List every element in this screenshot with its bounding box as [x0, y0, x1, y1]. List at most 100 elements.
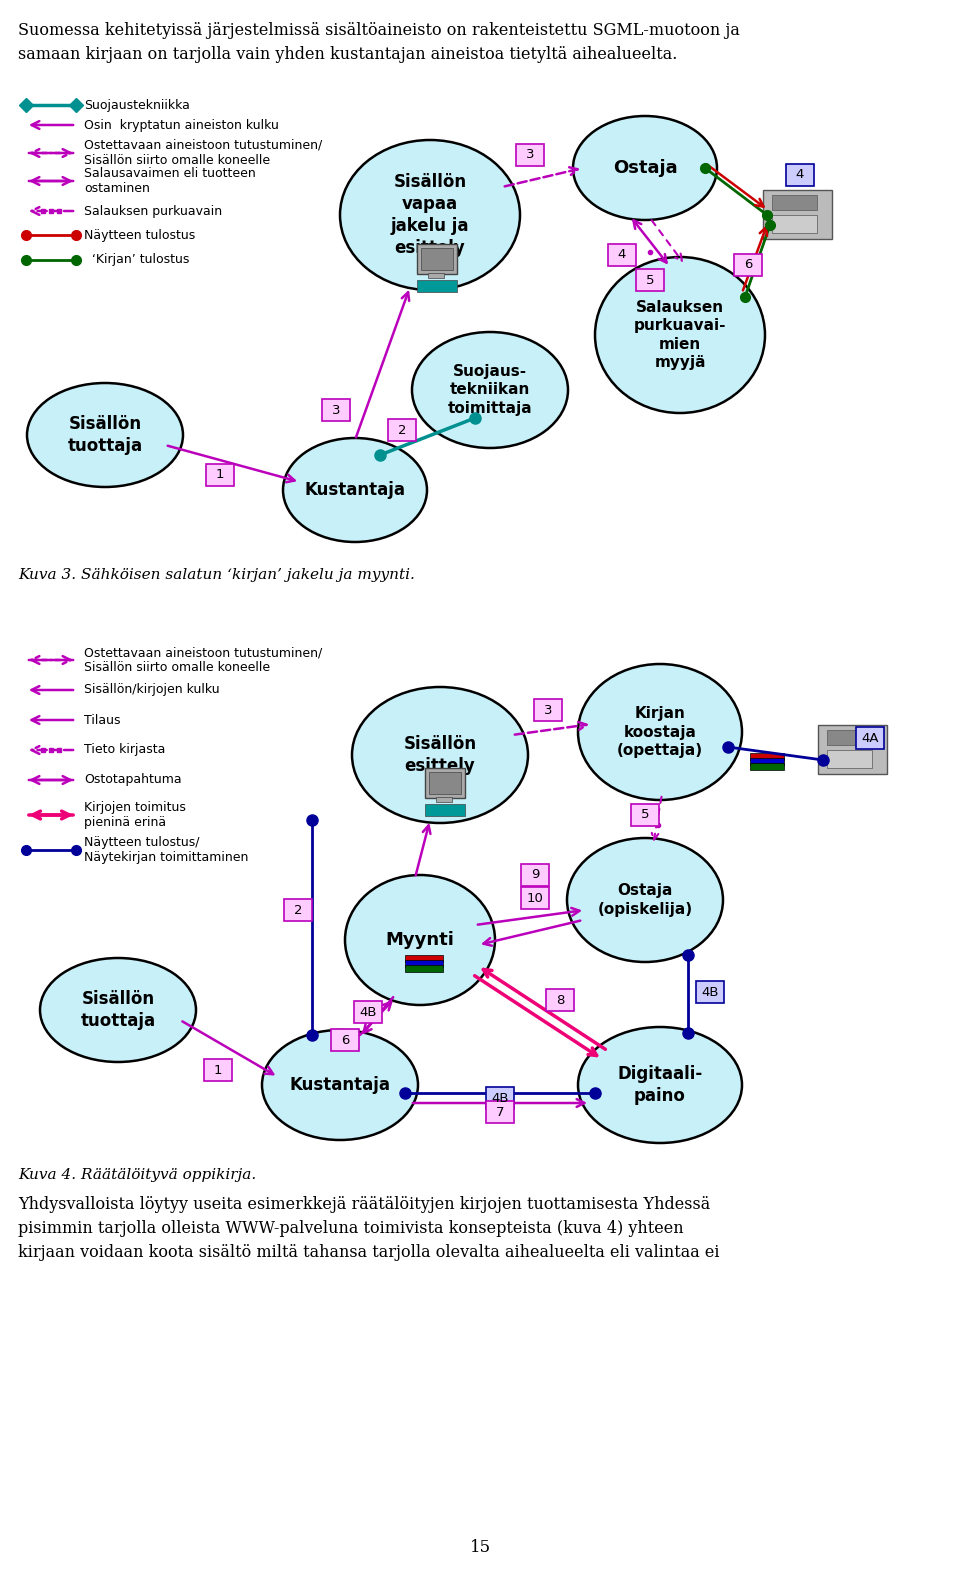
Text: Suomessa kehitetyissä järjestelmissä sisältöaineisto on rakenteistettu SGML-muot: Suomessa kehitetyissä järjestelmissä sis…: [18, 22, 740, 39]
FancyBboxPatch shape: [750, 753, 784, 759]
Text: Kustantaja: Kustantaja: [290, 1075, 391, 1094]
FancyBboxPatch shape: [405, 956, 443, 962]
Ellipse shape: [573, 116, 717, 220]
FancyBboxPatch shape: [534, 700, 562, 722]
Text: 7: 7: [495, 1105, 504, 1119]
FancyBboxPatch shape: [405, 965, 443, 971]
Text: Digitaali-
paino: Digitaali- paino: [617, 1064, 703, 1105]
FancyBboxPatch shape: [546, 989, 574, 1011]
FancyBboxPatch shape: [827, 729, 872, 745]
FancyBboxPatch shape: [486, 1086, 514, 1108]
Text: pisimmin tarjolla olleista WWW-palveluna toimivista konsepteista (kuva 4) yhteen: pisimmin tarjolla olleista WWW-palveluna…: [18, 1220, 684, 1237]
Text: 5: 5: [646, 274, 655, 286]
FancyBboxPatch shape: [827, 750, 872, 769]
Text: ‘Kirjan’ tulostus: ‘Kirjan’ tulostus: [84, 253, 189, 267]
Text: 1: 1: [214, 1064, 223, 1077]
Text: Yhdysvalloista löytyy useita esimerkkejä räätälöityjen kirjojen tuottamisesta Yh: Yhdysvalloista löytyy useita esimerkkejä…: [18, 1196, 710, 1214]
Text: Ostaja
(opiskelija): Ostaja (opiskelija): [597, 883, 692, 916]
FancyBboxPatch shape: [421, 248, 453, 270]
Text: Salausavaimen eli tuotteen
ostaminen: Salausavaimen eli tuotteen ostaminen: [84, 167, 255, 195]
Text: 4: 4: [796, 168, 804, 181]
FancyBboxPatch shape: [354, 1001, 382, 1023]
Ellipse shape: [40, 957, 196, 1063]
FancyBboxPatch shape: [417, 280, 457, 292]
Ellipse shape: [578, 1027, 742, 1143]
Text: 5: 5: [640, 808, 649, 822]
Ellipse shape: [340, 140, 520, 289]
Text: Ostettavaan aineistoon tutustuminen/
Sisällön siirto omalle koneelle: Ostettavaan aineistoon tutustuminen/ Sis…: [84, 646, 323, 674]
Text: 3: 3: [332, 404, 340, 417]
FancyBboxPatch shape: [429, 772, 461, 794]
FancyBboxPatch shape: [734, 255, 762, 277]
FancyBboxPatch shape: [636, 269, 664, 291]
Ellipse shape: [27, 384, 183, 487]
FancyBboxPatch shape: [856, 726, 884, 748]
Text: 15: 15: [469, 1539, 491, 1556]
Text: kirjaan voidaan koota sisältö miltä tahansa tarjolla olevalta aihealueelta eli v: kirjaan voidaan koota sisältö miltä taha…: [18, 1243, 719, 1261]
Text: Suojaus-
tekniikan
toimittaja: Suojaus- tekniikan toimittaja: [447, 363, 532, 417]
Text: Sisällön
tuottaja: Sisällön tuottaja: [67, 415, 143, 456]
Text: Sisällön
esittely: Sisällön esittely: [403, 734, 476, 775]
Ellipse shape: [567, 838, 723, 962]
Text: Salauksen purkuavain: Salauksen purkuavain: [84, 204, 222, 217]
Text: Ostettavaan aineistoon tutustuminen/
Sisällön siirto omalle koneelle: Ostettavaan aineistoon tutustuminen/ Sis…: [84, 138, 323, 167]
Text: Näytteen tulostus: Näytteen tulostus: [84, 228, 195, 242]
Text: 1: 1: [216, 468, 225, 481]
FancyBboxPatch shape: [786, 163, 814, 185]
Text: Kustantaja: Kustantaja: [304, 481, 405, 498]
Text: 3: 3: [526, 148, 535, 162]
FancyBboxPatch shape: [763, 190, 832, 239]
Text: Ostotapahtuma: Ostotapahtuma: [84, 773, 181, 786]
FancyBboxPatch shape: [486, 1100, 514, 1122]
Text: Kirjojen toimitus
pieninä erinä: Kirjojen toimitus pieninä erinä: [84, 802, 186, 828]
Text: 6: 6: [744, 258, 753, 272]
Text: Osin  kryptatun aineiston kulku: Osin kryptatun aineiston kulku: [84, 118, 278, 132]
Text: Salauksen
purkuavai-
mien
myyjä: Salauksen purkuavai- mien myyjä: [634, 300, 727, 371]
Text: Tieto kirjasta: Tieto kirjasta: [84, 744, 165, 756]
FancyBboxPatch shape: [608, 244, 636, 266]
Text: 8: 8: [556, 994, 564, 1006]
Text: 4: 4: [618, 248, 626, 261]
Text: Ostaja: Ostaja: [612, 159, 678, 178]
FancyBboxPatch shape: [322, 399, 350, 421]
Text: 2: 2: [294, 904, 302, 916]
FancyBboxPatch shape: [417, 244, 457, 274]
Text: Sisällön
vapaa
jakelu ja
esittely: Sisällön vapaa jakelu ja esittely: [391, 173, 469, 258]
Ellipse shape: [262, 1030, 418, 1140]
FancyBboxPatch shape: [750, 762, 784, 770]
Ellipse shape: [352, 687, 528, 824]
FancyBboxPatch shape: [521, 865, 549, 887]
FancyBboxPatch shape: [284, 899, 312, 921]
FancyBboxPatch shape: [818, 725, 887, 773]
FancyBboxPatch shape: [204, 1060, 232, 1082]
Text: Tilaus: Tilaus: [84, 714, 121, 726]
Ellipse shape: [578, 663, 742, 800]
Ellipse shape: [283, 439, 427, 542]
Text: 4A: 4A: [861, 731, 878, 745]
FancyBboxPatch shape: [631, 803, 659, 825]
Text: Myynti: Myynti: [386, 931, 454, 949]
Text: Kuva 3. Sähköisen salatun ‘kirjan’ jakelu ja myynti.: Kuva 3. Sähköisen salatun ‘kirjan’ jakel…: [18, 567, 415, 582]
FancyBboxPatch shape: [516, 145, 544, 167]
FancyBboxPatch shape: [425, 803, 465, 816]
FancyBboxPatch shape: [331, 1030, 359, 1052]
Text: 3: 3: [543, 704, 552, 717]
FancyBboxPatch shape: [436, 797, 452, 802]
Text: Sisällön
tuottaja: Sisällön tuottaja: [81, 990, 156, 1030]
Text: 10: 10: [527, 891, 543, 904]
FancyBboxPatch shape: [206, 464, 234, 486]
Text: 4B: 4B: [701, 986, 719, 998]
Text: 2: 2: [397, 423, 406, 437]
Text: Sisällön/kirjojen kulku: Sisällön/kirjojen kulku: [84, 684, 220, 696]
FancyBboxPatch shape: [696, 981, 724, 1003]
Text: 4B: 4B: [492, 1091, 509, 1105]
FancyBboxPatch shape: [428, 274, 444, 278]
Text: 6: 6: [341, 1033, 349, 1047]
FancyBboxPatch shape: [521, 887, 549, 909]
FancyBboxPatch shape: [750, 758, 784, 766]
FancyBboxPatch shape: [388, 420, 416, 442]
Ellipse shape: [345, 876, 495, 1005]
FancyBboxPatch shape: [772, 215, 817, 233]
Ellipse shape: [412, 332, 568, 448]
Text: 9: 9: [531, 868, 540, 882]
